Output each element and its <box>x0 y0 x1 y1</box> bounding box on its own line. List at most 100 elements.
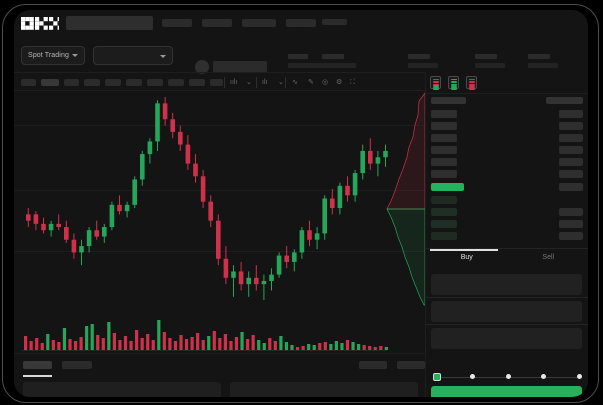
stat-volume-24h <box>528 54 558 68</box>
orderbook-view-both-icon[interactable] <box>430 76 441 90</box>
charttype-chevron[interactable]: ⌄ <box>278 79 284 86</box>
trading-pair-select[interactable] <box>93 46 173 65</box>
orderbook-col-header-amount <box>546 97 583 104</box>
slider-stop-100[interactable] <box>576 374 582 379</box>
timeframe-10[interactable] <box>210 79 223 86</box>
active-tab-underline <box>23 375 52 377</box>
fullscreen-icon[interactable]: ⛶ <box>350 79 355 86</box>
orderbook-view-bids-icon[interactable] <box>448 76 459 90</box>
depth-bid-area <box>386 208 425 306</box>
orderbook-row-10-amount <box>559 220 583 228</box>
orderbook-row-1[interactable] <box>431 110 457 118</box>
orderbook-row-4[interactable] <box>431 146 457 154</box>
sidebar-item-nav-2[interactable] <box>202 19 232 27</box>
stat-top-2 <box>322 19 347 25</box>
stat-high-24h-value <box>408 63 438 68</box>
stat-low-24h <box>475 54 505 68</box>
orderbook-row-8[interactable] <box>431 196 457 204</box>
stat-high-24h <box>408 54 438 68</box>
orders-panel <box>14 353 425 397</box>
indicator-wave-icon[interactable]: ∿ <box>292 79 298 86</box>
slider-handle[interactable] <box>433 373 441 381</box>
stat-top-1 <box>288 19 306 25</box>
stat-last-price <box>288 54 322 68</box>
toolbar-divider-2 <box>256 77 257 88</box>
volume-baseline <box>22 350 387 351</box>
sidebar-item-nav-3[interactable] <box>242 19 276 27</box>
orderbook-row-9-amount <box>559 208 583 216</box>
toolbar-divider-1 <box>224 77 225 88</box>
place-buy-order-button[interactable] <box>431 386 582 397</box>
order-amount-field[interactable] <box>431 301 582 322</box>
timeframe-9[interactable] <box>189 79 205 86</box>
settings-icon[interactable]: ⚙ <box>336 79 343 86</box>
tab-buy[interactable]: Buy <box>460 254 473 261</box>
stat-change-24h-label <box>322 54 344 59</box>
orderbook-list[interactable] <box>426 93 588 248</box>
interval-dropdown[interactable]: ıılı <box>230 79 238 86</box>
chart-gridline-2 <box>14 190 425 191</box>
stat-volume-24h-value <box>528 63 558 68</box>
stat-volume-24h-label <box>528 54 550 59</box>
price-chart[interactable] <box>14 91 425 353</box>
pair-name-placeholder <box>213 61 267 73</box>
order-total-field[interactable] <box>431 328 582 349</box>
active-side-underline <box>430 249 498 251</box>
timeframe-1[interactable] <box>21 79 36 86</box>
orderbook-row-5[interactable] <box>431 158 457 166</box>
orderbook-current-price-row[interactable] <box>431 183 464 191</box>
stat-change-24h-value <box>322 63 356 68</box>
chart-toolbar: ıılı ⌄ ılı ⌄ ∿ ✎ ◎ ⚙ ⛶ <box>14 72 588 91</box>
orderbook-current-price-row-amount <box>559 183 583 191</box>
interval-chevron[interactable]: ⌄ <box>246 79 252 86</box>
orderbook-row-9[interactable] <box>431 208 457 216</box>
slider-stop-25[interactable] <box>470 374 475 379</box>
bottom-content-left <box>23 382 221 397</box>
tab-open-orders[interactable] <box>23 361 52 369</box>
charttype-dropdown[interactable]: ılı <box>262 79 268 86</box>
amount-percent-slider[interactable] <box>433 373 583 381</box>
timeframe-6[interactable] <box>126 79 142 86</box>
product-mode-label: Spot Trading <box>28 52 69 59</box>
drawing-pencil-icon[interactable]: ✎ <box>308 79 314 86</box>
timeframe-7[interactable] <box>147 79 163 86</box>
alert-icon[interactable]: ◎ <box>322 79 329 86</box>
toolbar-divider-3 <box>285 77 286 88</box>
orderbook-row-11[interactable] <box>431 232 457 240</box>
orderbook-row-3-amount <box>559 134 583 142</box>
orderbook-row-11-amount <box>559 232 583 240</box>
search-input[interactable] <box>66 16 153 30</box>
timeframe-2[interactable] <box>41 79 59 86</box>
okx-logo-icon[interactable] <box>21 17 59 30</box>
orderbook-row-1-amount <box>559 110 583 118</box>
bottom-action-2[interactable] <box>397 361 425 369</box>
timeframe-8[interactable] <box>168 79 184 86</box>
product-mode-dropdown[interactable]: Spot Trading <box>21 46 85 65</box>
stat-change-24h <box>322 54 356 68</box>
stat-last-price-value <box>288 63 322 68</box>
stat-low-24h-label <box>475 54 497 59</box>
app-header <box>14 10 588 40</box>
orderbook-view-asks-icon[interactable] <box>466 76 477 90</box>
tab-order-history[interactable] <box>62 361 92 369</box>
orderbook-row-6[interactable] <box>431 170 457 178</box>
chevron-down-icon <box>71 54 78 57</box>
timeframe-4[interactable] <box>84 79 100 86</box>
pair-info-bar: Spot Trading <box>14 40 588 72</box>
order-side-tabs: Buy Sell <box>426 248 588 270</box>
order-price-field[interactable] <box>431 274 582 295</box>
orderbook-trade-column: Buy Sell <box>425 72 588 397</box>
slider-stop-75[interactable] <box>541 374 546 379</box>
stat-high-24h-label <box>408 54 430 59</box>
slider-stop-50[interactable] <box>505 374 511 379</box>
bottom-action-1[interactable] <box>359 361 387 369</box>
orderbook-row-3[interactable] <box>431 134 457 142</box>
timeframe-3[interactable] <box>64 79 79 86</box>
sidebar-item-nav-1[interactable] <box>162 19 192 27</box>
orderbook-row-5-amount <box>559 158 583 166</box>
orderbook-row-4-amount <box>559 146 583 154</box>
orderbook-row-10[interactable] <box>431 220 457 228</box>
orderbook-row-2[interactable] <box>431 122 457 130</box>
tab-sell[interactable]: Sell <box>542 254 555 261</box>
timeframe-5[interactable] <box>105 79 121 86</box>
